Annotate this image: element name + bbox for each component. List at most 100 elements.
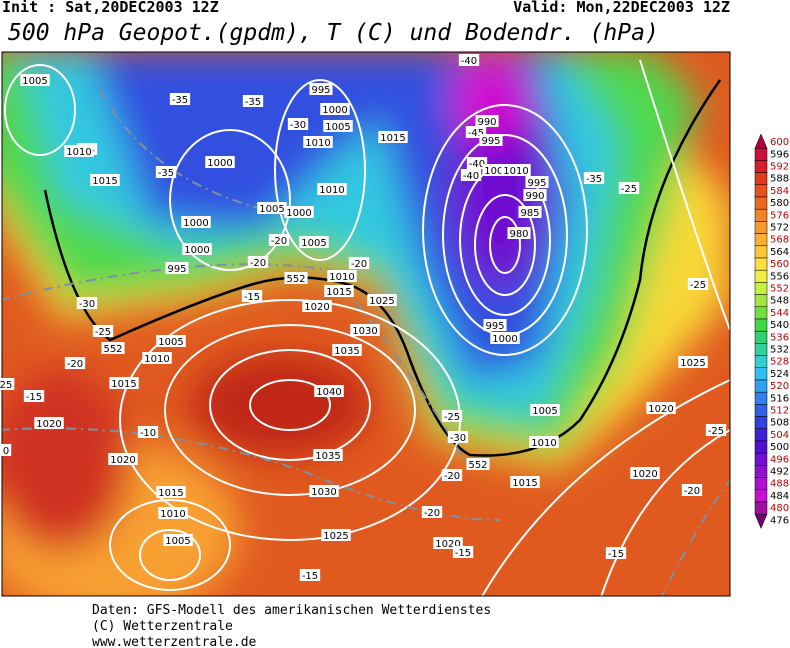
legend-label: 520 xyxy=(770,381,789,392)
map-label: -40 xyxy=(463,171,479,182)
map-label: 1015 xyxy=(512,478,537,489)
valid-text: Valid: Mon,22DEC2003 12Z xyxy=(513,0,730,16)
map-label-box xyxy=(314,385,344,397)
map-label-box xyxy=(510,476,540,488)
map-label: -35 xyxy=(158,168,174,179)
map-label-box xyxy=(348,257,370,269)
map-label-box xyxy=(327,270,357,282)
legend-label: 544 xyxy=(770,308,789,319)
map-label-box xyxy=(687,278,709,290)
legend-cell xyxy=(754,477,768,491)
map-label: 1020 xyxy=(36,419,61,430)
legend-cell xyxy=(754,440,768,454)
map-label: 1025 xyxy=(323,531,348,542)
map-label-box xyxy=(646,402,676,414)
legend-cell xyxy=(754,282,768,295)
map-label-box xyxy=(309,83,333,95)
map-label: 995 xyxy=(167,264,186,275)
legend-cell xyxy=(754,404,768,417)
map-label-box xyxy=(479,134,503,146)
legend-cell xyxy=(754,489,768,503)
url-text: www.wetterzentrale.de xyxy=(92,635,257,648)
legend-label: 552 xyxy=(770,284,789,295)
legend-label: 592 xyxy=(770,162,789,173)
legend-label: 512 xyxy=(770,406,789,417)
map-label-box xyxy=(299,569,321,581)
map-label: 1020 xyxy=(304,302,329,313)
map-label: -25 xyxy=(95,327,111,338)
map-label: 1040 xyxy=(316,387,341,398)
map-label: 1010 xyxy=(503,166,528,177)
map-label: -30 xyxy=(290,120,306,131)
legend-cell xyxy=(754,147,768,161)
map-label: 1000 xyxy=(184,245,209,256)
map-label: -20 xyxy=(351,259,367,270)
map-label-box xyxy=(287,118,309,130)
map-label: 1035 xyxy=(315,451,340,462)
map-label-box xyxy=(302,300,332,312)
map-label-box xyxy=(441,410,463,422)
legend-cap xyxy=(754,513,768,530)
legend-label: 492 xyxy=(770,467,789,478)
map-label: 995 xyxy=(311,85,330,96)
map-label-box xyxy=(76,297,98,309)
legend-cap xyxy=(754,133,768,149)
map-label: 1010 xyxy=(144,354,169,365)
map-label: 1010 xyxy=(160,509,185,520)
map-label-box xyxy=(490,332,520,344)
map-label: -10 xyxy=(140,428,156,439)
map-label: 990 xyxy=(525,191,544,202)
map-label: -20 xyxy=(424,508,440,519)
map-label: -20 xyxy=(444,471,460,482)
map-title: 500 hPa Geopot.(gpdm), T (C) und Bodendr… xyxy=(8,20,659,46)
map-label-box xyxy=(23,390,45,402)
map-label-box xyxy=(163,534,193,546)
map-label: 1015 xyxy=(380,133,405,144)
map-label-box xyxy=(182,243,212,255)
map-label-box xyxy=(242,95,264,107)
map-label: 1005 xyxy=(532,406,557,417)
map-label-box xyxy=(678,356,708,368)
map-label-box xyxy=(507,227,531,239)
map-label-box xyxy=(317,183,347,195)
map-label: -25 xyxy=(708,426,724,437)
map-label: 1010 xyxy=(66,147,91,158)
map-label: 1000 xyxy=(492,334,517,345)
map-label-box xyxy=(0,378,15,390)
legend-cell xyxy=(754,160,768,173)
map-label-box xyxy=(466,458,490,470)
legend-label: 476 xyxy=(770,515,789,526)
map-label-box xyxy=(321,529,351,541)
legend-cell xyxy=(754,269,768,283)
map-label: -15 xyxy=(302,571,318,582)
legend-label: 572 xyxy=(770,223,789,234)
map-label: -25 xyxy=(444,412,460,423)
map-label: 1005 xyxy=(22,76,47,87)
init-text: Init : Sat,20DEC2003 12Z xyxy=(2,0,219,16)
legend-cell xyxy=(754,355,768,369)
legend-label: 500 xyxy=(770,442,789,453)
legend-label: 516 xyxy=(770,393,789,404)
map-label-box xyxy=(90,174,120,186)
map-label: -15 xyxy=(244,292,260,303)
legend-label: 484 xyxy=(770,491,789,502)
map-label: 1005 xyxy=(259,204,284,215)
legend-cell xyxy=(754,221,768,234)
map-label-box xyxy=(630,467,660,479)
map-label: 0 xyxy=(3,446,9,457)
legend-cell xyxy=(754,306,768,320)
map-label-box xyxy=(350,324,380,336)
map-label-box xyxy=(142,352,172,364)
legend-cell xyxy=(754,233,768,247)
map-label-box xyxy=(475,115,499,127)
map-label: 552 xyxy=(468,460,487,471)
map-label-box xyxy=(101,342,125,354)
map xyxy=(2,52,730,596)
map-label-box xyxy=(458,54,480,66)
legend-label: 576 xyxy=(770,210,789,221)
legend-cell xyxy=(754,465,768,478)
map-label: 1005 xyxy=(301,238,326,249)
map-label: -25 xyxy=(690,280,706,291)
map-label-box xyxy=(523,189,547,201)
map-label: 1005 xyxy=(325,122,350,133)
